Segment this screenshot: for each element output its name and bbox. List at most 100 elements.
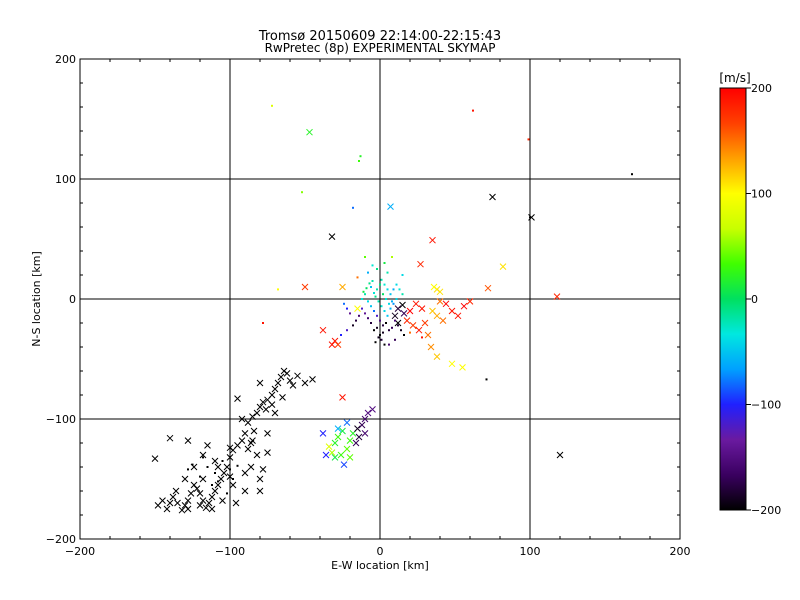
scatter-point-x <box>184 505 192 513</box>
scatter-point-x <box>331 439 339 447</box>
scatter-point-dot <box>371 280 374 282</box>
scatter-point-x <box>301 379 309 387</box>
scatter-point-x <box>459 364 466 371</box>
scatter-point-dot <box>401 293 404 296</box>
scatter-point-x <box>433 353 441 360</box>
scatter-point-dot <box>472 109 474 112</box>
scatter-point-dot <box>376 268 378 270</box>
scatter-points <box>151 104 633 514</box>
scatter-point-x <box>256 379 264 387</box>
scatter-point-x <box>454 312 462 320</box>
scatter-point-dot <box>380 305 383 308</box>
scatter-point-x <box>256 487 264 495</box>
scatter-point-dot <box>352 324 354 327</box>
chart-subtitle: RwPretec (8p) EXPERIMENTAL SKYMAP <box>265 41 496 55</box>
scatter-point-dot <box>217 480 219 483</box>
y-axis-label: N-S location [km] <box>30 251 43 347</box>
scatter-point-x <box>154 502 162 509</box>
scatter-point-x <box>184 437 192 444</box>
scatter-point-x <box>460 302 468 310</box>
scatter-point-x <box>403 317 411 324</box>
scatter-point-x <box>259 466 267 473</box>
scatter-point-x <box>169 493 177 501</box>
scatter-point-x <box>256 475 264 483</box>
scatter-point-x <box>274 379 282 387</box>
colorbar-tick-label: 0 <box>751 293 758 306</box>
scatter-point-x <box>283 370 291 377</box>
scatter-point-dot <box>352 206 354 209</box>
scatter-point-x <box>232 499 240 507</box>
x-tick-label: 200 <box>670 545 691 558</box>
scatter-point-dot <box>529 216 531 219</box>
scatter-point-dot <box>373 310 375 312</box>
scatter-point-x <box>436 298 444 305</box>
scatter-point-x <box>190 481 198 489</box>
scatter-point-x <box>250 427 258 435</box>
scatter-point-dot <box>392 302 395 305</box>
scatter-point-x <box>328 449 336 456</box>
scatter-point-x <box>340 461 348 468</box>
scatter-point-x <box>253 451 261 459</box>
scatter-point-dot <box>367 300 369 303</box>
colorbar-tick-label: −100 <box>751 399 781 412</box>
scatter-point-x <box>241 430 249 437</box>
scatter-point-x <box>286 377 294 384</box>
scatter-point-x <box>331 454 339 461</box>
scatter-point-x <box>219 497 226 504</box>
scatter-point-x <box>400 310 408 317</box>
scatter-point-dot <box>191 463 194 466</box>
scatter-point-x <box>256 403 264 411</box>
scatter-point-dot <box>371 264 374 267</box>
scatter-point-x <box>319 326 327 334</box>
scatter-point-x <box>442 300 450 308</box>
scatter-point-dot <box>199 475 201 478</box>
chart-title: Tromsø 20150609 22:14:00-22:15:43 <box>258 29 501 44</box>
scatter-point-x <box>343 445 351 453</box>
scatter-point-dot <box>485 378 488 381</box>
scatter-point-x <box>226 444 234 452</box>
scatter-point-dot <box>376 288 378 291</box>
scatter-point-x <box>346 437 354 444</box>
scatter-point-x <box>174 499 181 507</box>
scatter-point-x <box>319 430 327 437</box>
scatter-point-x <box>208 493 216 501</box>
scatter-point-dot <box>361 307 363 310</box>
scatter-point-dot <box>362 290 365 293</box>
scatter-point-dot <box>383 262 386 264</box>
scatter-point-x <box>244 445 252 453</box>
y-tick-label: 200 <box>55 53 76 66</box>
scatter-point-x <box>268 391 276 399</box>
scatter-point-x <box>339 394 346 401</box>
scatter-point-dot <box>370 322 372 324</box>
scatter-point-x <box>277 373 285 381</box>
scatter-point-x <box>187 490 195 497</box>
scatter-point-x <box>406 307 414 315</box>
scatter-point-dot <box>374 295 377 298</box>
scatter-point-dot <box>421 336 423 339</box>
colorbar-ticks: 200 100 0 −100 −200 <box>746 82 781 517</box>
scatter-point-x <box>199 451 207 459</box>
scatter-point-dot <box>394 338 396 341</box>
scatter-point-x <box>339 283 346 291</box>
scatter-point-x <box>271 409 279 417</box>
scatter-point-x <box>448 360 456 368</box>
scatter-point-dot <box>236 464 239 467</box>
scatter-point-dot <box>385 298 387 300</box>
scatter-point-x <box>369 406 376 413</box>
scatter-point-dot <box>206 466 209 468</box>
scatter-point-dot <box>386 271 389 274</box>
scatter-point-x <box>556 451 564 459</box>
scatter-point-dot <box>391 300 393 303</box>
scatter-point-x <box>394 305 402 312</box>
scatter-point-x <box>553 293 561 300</box>
scatter-point-x <box>354 425 361 432</box>
scatter-point-dot <box>382 293 384 296</box>
scatter-point-dot <box>374 341 377 344</box>
colorbar-label: [m/s] <box>719 71 750 85</box>
scatter-point-dot <box>365 287 368 290</box>
scatter-point-dot <box>271 104 273 107</box>
scatter-point-dot <box>277 288 279 291</box>
scatter-point-x <box>429 236 436 244</box>
scatter-point-dot <box>377 336 380 339</box>
scatter-point-x <box>489 193 496 201</box>
